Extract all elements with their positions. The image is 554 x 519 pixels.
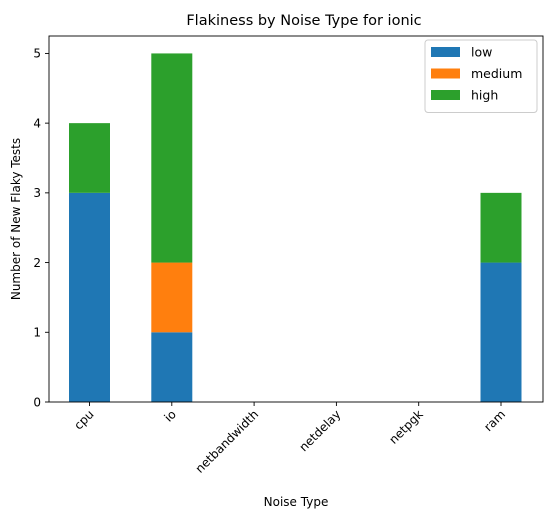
y-tick-label: 0 [33, 395, 41, 409]
y-tick-label: 5 [33, 47, 41, 61]
y-tick-label: 1 [33, 326, 41, 340]
y-tick-label: 3 [33, 186, 41, 200]
bar-io-low [151, 332, 193, 402]
y-tick-label: 4 [33, 116, 41, 130]
legend-label-low: low [471, 45, 492, 60]
x-tick-label-netdelay: netdelay [297, 407, 344, 454]
y-axis: 0 1 2 3 4 5 [33, 47, 49, 409]
legend: low medium high [424, 39, 538, 113]
x-tick-label-io: io [161, 407, 178, 424]
bar-io-medium [151, 262, 193, 333]
bar-cpu-high [69, 123, 110, 193]
plot-frame [48, 35, 544, 403]
x-axis: cpu io netbandwidth netdelay netpgk ram [71, 402, 508, 476]
x-tick-label-ram: ram [481, 407, 508, 434]
x-tick-label-netbandwidth: netbandwidth [193, 407, 262, 476]
legend-swatch-medium [431, 68, 460, 79]
bar-cpu-low [69, 192, 110, 402]
x-tick-label-cpu: cpu [71, 407, 96, 432]
legend-label-medium: medium [471, 66, 522, 81]
y-tick-label: 2 [33, 256, 41, 270]
chart-title: Flakiness by Noise Type for ionic [186, 13, 421, 29]
x-tick-label-netpgk: netpgk [386, 407, 426, 447]
legend-label-high: high [471, 88, 498, 103]
bar-ram-high [480, 192, 522, 263]
y-axis-label: Number of New Flaky Tests [9, 138, 23, 300]
x-axis-label: Noise Type [264, 495, 329, 509]
bars-layer [69, 53, 522, 402]
bar-io-high [151, 53, 193, 263]
legend-swatch-low [431, 47, 460, 57]
legend-swatch-high [431, 90, 460, 100]
bar-ram-low [480, 262, 522, 402]
